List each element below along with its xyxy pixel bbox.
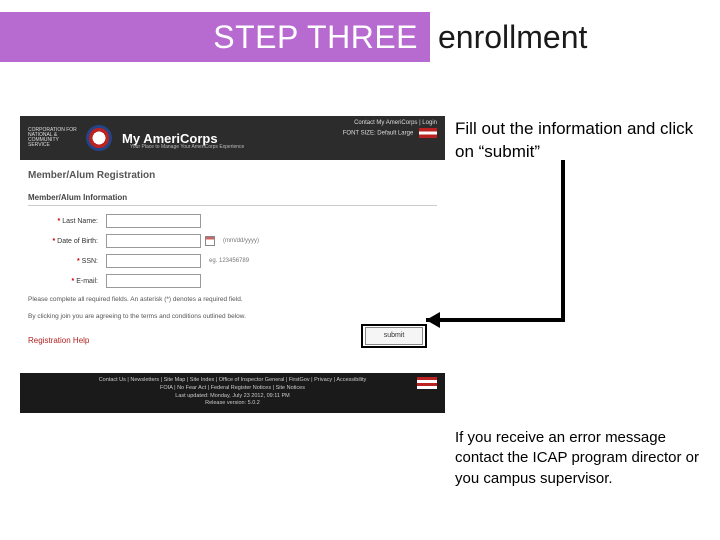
form-row: * Last Name: [28,214,437,228]
registration-form: Member/Alum Registration Member/Alum Inf… [20,160,445,349]
step-header-bar: STEP THREE [0,12,430,62]
step-label: STEP THREE [213,19,418,56]
screenshot-top-band: CORPORATION FOR NATIONAL & COMMUNITY SER… [20,116,445,160]
footer-line-2: FOIA | No Fear Act | Federal Register No… [160,385,305,393]
text-input[interactable] [106,274,201,288]
text-input[interactable] [106,214,201,228]
form-note-2: By clicking join you are agreeing to the… [28,313,437,322]
calendar-icon[interactable] [205,236,215,246]
submit-highlight-box [361,324,427,348]
footer-flag-icon [417,377,437,389]
instruction-secondary: If you receive an error message contact … [455,428,710,489]
required-asterisk: * [77,258,82,265]
brand-subtitle: Your Place to Manage Your AmeriCorps Exp… [130,144,244,150]
screenshot-footer: Contact Us | Newsletters | Site Map | Si… [20,373,445,413]
field-hint: eg. 123456789 [209,258,249,264]
form-note-1: Please complete all required fields. An … [28,296,437,305]
cns-logo: CORPORATION FOR NATIONAL & COMMUNITY SER… [28,123,78,153]
flag-icon [419,128,437,138]
form-row: * SSN: eg. 123456789 [28,254,437,268]
form-row: * Date of Birth: (mm/dd/yyyy) [28,234,437,248]
cns-logo-text: CORPORATION FOR NATIONAL & COMMUNITY SER… [28,128,78,149]
instruction-primary: Fill out the information and click on “s… [455,118,695,164]
footer-line-4: Release version: 5.0.2 [205,400,260,408]
americorps-seal-icon [86,125,112,151]
field-hint: (mm/dd/yyyy) [223,238,259,244]
field-label: * Date of Birth: [28,238,106,245]
topband-right-links: Contact My AmeriCorps | Login FONT SIZE:… [343,120,437,138]
text-input[interactable] [106,234,201,248]
topband-fontsize: FONT SIZE: Default Large [343,128,437,138]
field-label: * Last Name: [28,218,106,225]
form-title: Member/Alum Registration [28,170,437,181]
topband-contact-login: Contact My AmeriCorps | Login [343,120,437,126]
text-input[interactable] [106,254,201,268]
required-asterisk: * [52,238,57,245]
required-asterisk: * [58,218,63,225]
footer-line-1: Contact Us | Newsletters | Site Map | Si… [99,377,367,385]
step-suffix: enrollment [438,12,587,62]
field-label: * E-mail: [28,278,106,285]
form-row: * E-mail: [28,274,437,288]
embedded-screenshot: CORPORATION FOR NATIONAL & COMMUNITY SER… [20,116,445,413]
field-label: * SSN: [28,258,106,265]
form-section-title: Member/Alum Information [28,193,437,206]
required-asterisk: * [72,278,77,285]
footer-line-3: Last updated: Monday, July 23 2012, 09:1… [175,393,289,401]
